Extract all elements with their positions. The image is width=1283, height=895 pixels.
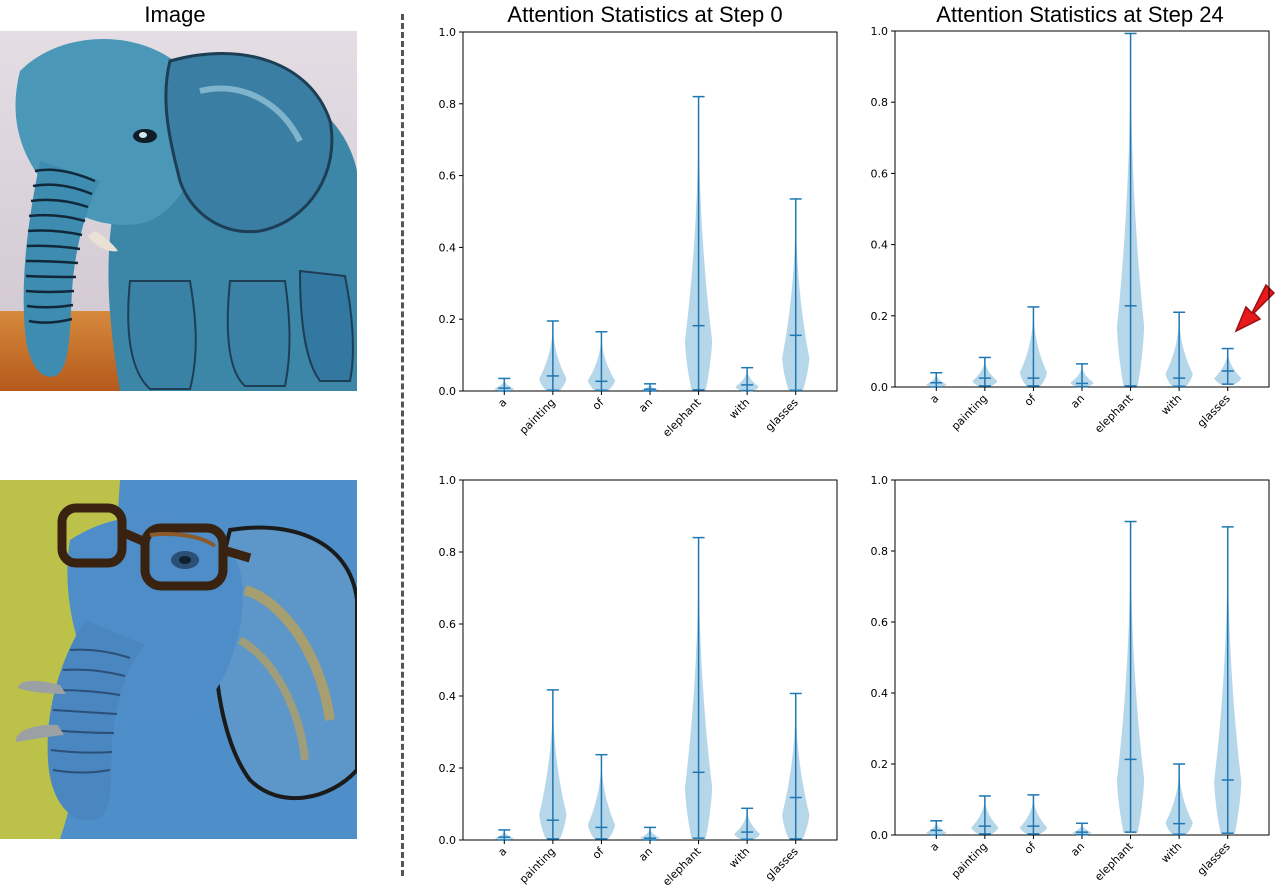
bottom-elephant-image [0,480,357,839]
panel-1-xtick-label-a: a [495,396,509,410]
panel-1-frame [462,31,838,392]
panel-4-xtick-label-with: with [1159,840,1185,866]
panel-3-xtick-label-of: of [590,844,607,861]
panel-1-ytick-label: 0.2 [439,313,457,326]
panel-3-ytick-label: 0.2 [439,762,457,775]
panel-1-xtick-label-glasses: glasses [763,396,801,434]
panel-3-xtick-label-with: with [727,845,753,871]
step0-column-title: Attention Statistics at Step 0 [507,2,783,27]
bottom-elephant-illustration [0,480,357,839]
panel-1-xtick-label-elephant: elephant [660,395,704,439]
panel-3-ytick-label: 0.6 [439,618,457,631]
panel-3-frame [462,479,838,841]
panel-2-ytick-label: 0.4 [871,239,889,252]
panel-2-xtick-label-of: of [1022,391,1039,408]
panel-4-ytick-label: 0.0 [871,829,889,842]
panel-4-xtick-label-glasses: glasses [1195,840,1233,878]
panel-3-xtick-label-glasses: glasses [763,845,801,883]
image-column-title: Image [144,2,206,27]
panel-3-ytick-label: 0.4 [439,690,457,703]
panel-2-ytick-label: 0.8 [871,96,889,109]
top-elephant-illustration [0,31,357,391]
panel-4-ytick-label: 1.0 [871,474,889,487]
panel-2-xtick-label-elephant: elephant [1092,391,1136,435]
panel-1-xtick-label-an: an [636,396,655,415]
panel-4-ytick-label: 0.4 [871,687,889,700]
panel-3-ytick-label: 0.8 [439,546,457,559]
panel-1-ytick-label: 0.0 [439,385,457,398]
panel-1-xtick-label-of: of [590,395,607,412]
panel-1-ytick-label: 0.4 [439,241,457,254]
panel-4-ytick-label: 0.6 [871,616,889,629]
panel-4-ytick-label: 0.2 [871,758,889,771]
highlight-arrow-icon [1234,283,1276,333]
dashed-divider [401,14,404,876]
panel-4-ytick-label: 0.8 [871,545,889,558]
panel-2-ytick-label: 0.0 [871,381,889,394]
panel-2-xtick-label-a: a [927,392,941,406]
panel-2-xtick-label-with: with [1159,392,1185,418]
panel-2-frame [894,30,1270,388]
panel-4-xtick-label-of: of [1022,839,1039,856]
panel-2-ytick-label: 0.6 [871,167,889,180]
panel-3-xtick-label-a: a [495,845,509,859]
panel-2-xtick-label-glasses: glasses [1195,392,1233,430]
panel-4-xtick-label-painting: painting [949,840,990,881]
panel-2-xtick-label-painting: painting [949,392,990,433]
panel-1-xtick-label-painting: painting [517,396,558,437]
panel-1-xtick-label-with: with [727,396,753,422]
panel-4-xtick-label-a: a [927,840,941,854]
panel-2-ytick-label: 0.2 [871,310,889,323]
panel-2-xtick-label-an: an [1068,392,1087,411]
panel-4-xtick-label-an: an [1068,840,1087,859]
panel-3-xtick-label-painting: painting [517,845,558,886]
panel-2-ytick-label: 1.0 [871,25,889,38]
step24-column-title: Attention Statistics at Step 24 [936,2,1224,27]
panel-3-xtick-label-an: an [636,845,655,864]
panel-4-xtick-label-elephant: elephant [1092,839,1136,883]
panel-4-frame [894,479,1270,836]
panel-1-ytick-label: 1.0 [439,26,457,39]
panel-1-ytick-label: 0.8 [439,98,457,111]
panel-3-ytick-label: 1.0 [439,474,457,487]
panel-3-xtick-label-elephant: elephant [660,844,704,888]
panel-3-ytick-label: 0.0 [439,834,457,847]
top-elephant-image [0,31,357,391]
panel-1-ytick-label: 0.6 [439,170,457,183]
